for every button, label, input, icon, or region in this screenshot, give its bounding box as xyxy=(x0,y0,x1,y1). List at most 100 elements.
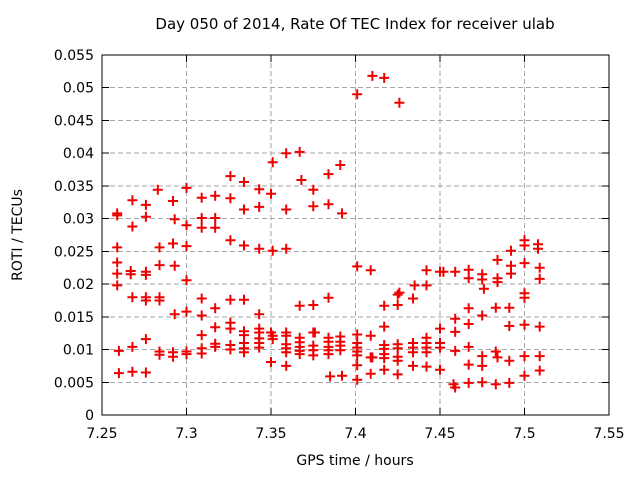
data-point-marker xyxy=(225,344,236,355)
data-point-marker xyxy=(140,269,151,280)
data-point-marker xyxy=(463,273,474,284)
data-point-marker xyxy=(181,220,192,231)
data-point-marker xyxy=(492,277,503,288)
x-tick-label: 7.55 xyxy=(593,426,624,442)
y-tick-label: 0.005 xyxy=(54,375,94,391)
data-point-marker xyxy=(154,242,165,253)
data-point-marker xyxy=(127,221,138,232)
data-point-marker xyxy=(408,360,418,371)
y-tick-label: 0.05 xyxy=(63,81,94,97)
data-point-marker xyxy=(266,188,276,199)
data-point-marker xyxy=(281,330,292,341)
data-point-marker xyxy=(323,199,334,210)
data-point-marker xyxy=(421,265,432,276)
data-point-marker xyxy=(392,289,403,300)
data-point-marker xyxy=(281,204,292,215)
data-point-marker xyxy=(281,148,292,159)
data-point-marker xyxy=(308,201,319,212)
data-point-marker xyxy=(534,321,545,332)
data-point-marker xyxy=(352,89,363,100)
data-point-marker xyxy=(210,341,221,352)
y-tick-label: 0.02 xyxy=(63,277,94,293)
data-point-marker xyxy=(379,353,390,364)
data-point-marker xyxy=(534,262,545,273)
data-point-marker xyxy=(352,261,363,272)
data-point-marker xyxy=(394,287,405,298)
data-point-marker xyxy=(112,210,123,221)
data-point-marker xyxy=(478,283,489,294)
data-point-marker xyxy=(308,184,319,195)
data-point-marker xyxy=(463,341,474,352)
data-point-marker xyxy=(254,201,265,212)
data-point-marker xyxy=(154,260,165,271)
data-point-marker xyxy=(323,292,334,303)
data-point-marker xyxy=(181,349,192,360)
data-point-marker xyxy=(506,268,516,279)
y-tick-label: 0.04 xyxy=(63,146,94,162)
data-point-marker xyxy=(519,351,530,362)
data-point-marker xyxy=(113,368,124,379)
data-point-marker xyxy=(181,275,192,286)
data-point-marker xyxy=(392,343,403,354)
data-point-marker xyxy=(519,292,530,303)
data-point-marker xyxy=(335,345,346,356)
plot-border xyxy=(101,54,610,416)
data-point-marker xyxy=(435,323,445,334)
y-tick-label: 0.025 xyxy=(54,244,94,260)
data-point-marker xyxy=(477,377,488,388)
data-point-marker xyxy=(477,310,488,321)
data-point-marker xyxy=(477,274,488,285)
data-point-marker xyxy=(239,204,249,215)
data-point-marker xyxy=(379,72,390,83)
y-tick-label: 0.03 xyxy=(63,212,94,228)
data-point-marker xyxy=(534,351,545,362)
data-point-marker xyxy=(309,327,320,338)
data-point-marker xyxy=(534,365,545,376)
data-point-marker xyxy=(392,300,403,310)
data-point-marker xyxy=(463,359,474,370)
data-point-marker xyxy=(519,240,530,251)
data-point-marker xyxy=(181,182,192,193)
chart-title: Day 050 of 2014, Rate Of TEC Index for r… xyxy=(155,15,554,33)
data-point-marker xyxy=(210,190,221,201)
x-tick-label: 7.35 xyxy=(255,426,286,442)
data-point-marker xyxy=(112,268,123,279)
data-point-marker xyxy=(125,269,136,280)
data-point-marker xyxy=(239,240,249,251)
data-point-marker xyxy=(225,193,236,204)
data-point-marker xyxy=(308,350,319,361)
data-point-marker xyxy=(463,319,474,329)
data-point-marker xyxy=(519,258,530,269)
y-axis-label: ROTI / TECUs xyxy=(10,189,26,281)
gridlines xyxy=(102,55,609,415)
data-point-marker xyxy=(296,175,307,185)
data-point-marker xyxy=(492,352,503,363)
data-point-marker xyxy=(239,177,249,187)
data-point-marker xyxy=(225,294,236,305)
data-point-marker xyxy=(323,169,334,180)
data-point-marker xyxy=(519,319,530,330)
data-point-marker xyxy=(196,222,207,233)
data-point-marker xyxy=(435,342,445,353)
x-axis-label: GPS time / hours xyxy=(296,453,413,469)
data-point-marker xyxy=(352,374,363,385)
data-point-marker xyxy=(181,306,192,317)
data-point-marker xyxy=(294,349,305,360)
data-point-marker xyxy=(367,352,378,363)
data-point-marker xyxy=(225,235,236,246)
data-point-marker xyxy=(352,350,363,361)
data-point-marker xyxy=(490,379,501,390)
data-point-marker xyxy=(450,382,461,393)
data-point-marker xyxy=(254,243,265,254)
data-point-marker xyxy=(112,242,123,253)
data-point-marker xyxy=(421,280,432,291)
data-point-marker xyxy=(490,302,501,313)
data-point-marker xyxy=(127,366,138,377)
data-point-marker xyxy=(239,294,249,305)
x-tick-label: 7.4 xyxy=(344,426,366,442)
data-point-marker xyxy=(504,377,515,388)
data-point-marker xyxy=(421,347,432,358)
data-point-marker xyxy=(140,295,151,306)
data-point-marker xyxy=(112,280,123,291)
